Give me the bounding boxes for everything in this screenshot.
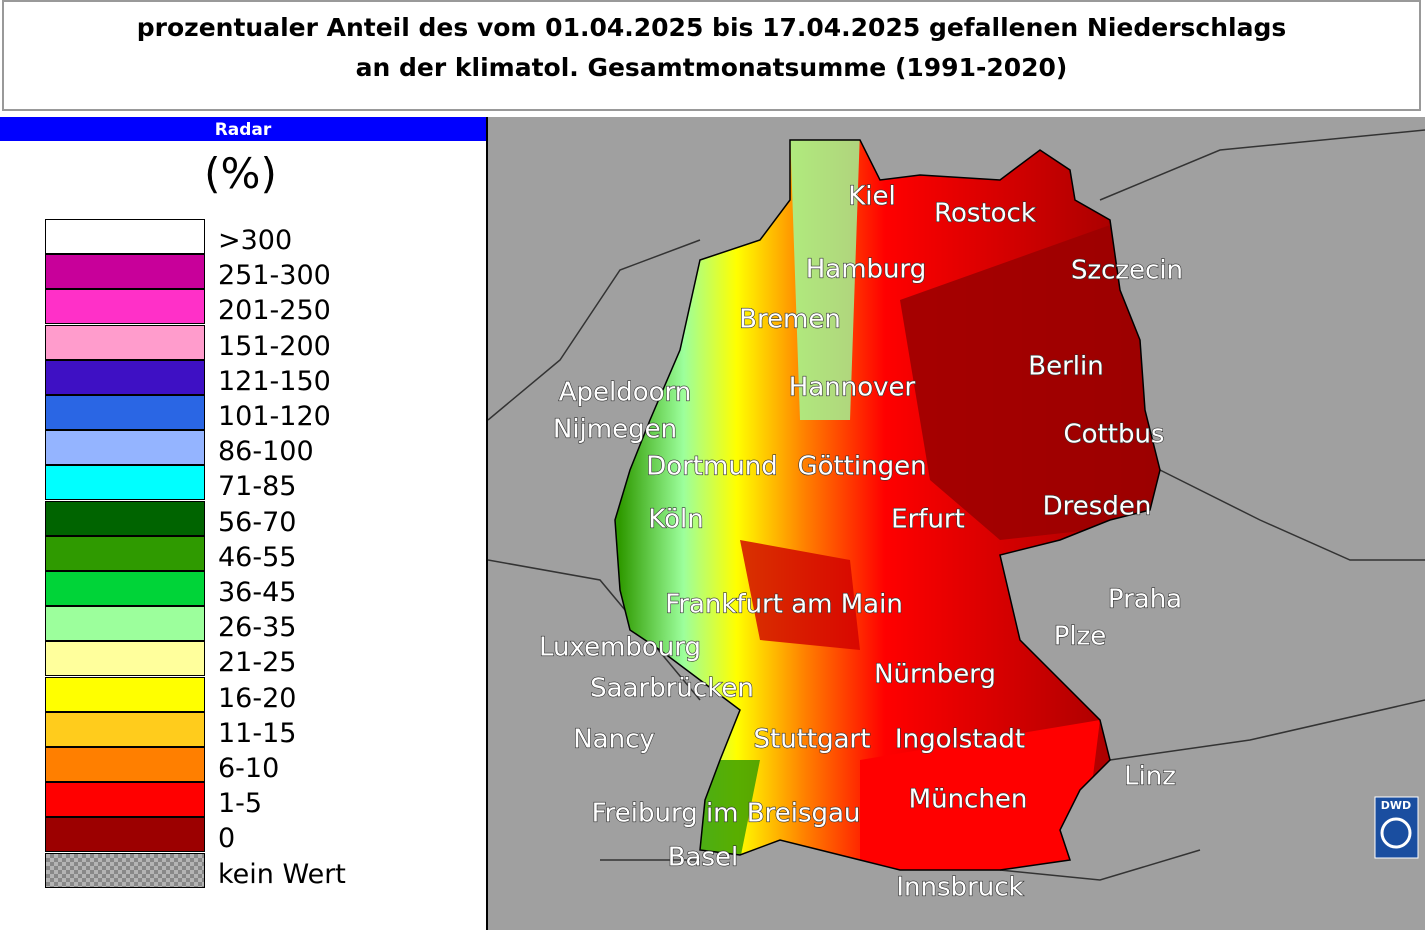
title-line: an der klimatol. Gesamtmonatsumme (1991-…: [355, 53, 1068, 82]
legend-label: 6-10: [218, 753, 280, 784]
legend-item: 86-100: [45, 430, 445, 468]
legend-label: 251-300: [218, 260, 331, 292]
city-label: Berlin: [1028, 352, 1103, 382]
city-label: Praha: [1108, 585, 1182, 615]
legend-item: 36-45: [45, 571, 445, 608]
legend-swatch: [45, 782, 205, 818]
legend-label: 71-85: [218, 471, 297, 503]
legend-label: 21-25: [218, 647, 297, 679]
city-label: Saarbrücken: [590, 674, 754, 704]
legend-label: 201-250: [218, 295, 331, 327]
legend-item: 11-15: [45, 711, 445, 749]
legend-item: 46-55: [45, 535, 445, 573]
city-label: Kiel: [848, 182, 896, 212]
city-label: Erfurt: [891, 505, 965, 535]
legend-label: 16-20: [218, 682, 297, 714]
legend-swatch: [45, 606, 205, 642]
legend-label: 46-55: [218, 541, 297, 573]
city-label: Rostock: [934, 199, 1036, 229]
border: [488, 129, 1425, 881]
legend-swatch: [45, 711, 205, 747]
city-label: Plze: [1054, 622, 1107, 652]
city-label: Szczecin: [1071, 256, 1183, 286]
legend-label: 151-200: [218, 330, 331, 362]
city-label: Stuttgart: [754, 725, 871, 755]
legend-swatch: [45, 500, 205, 536]
city-label: Linz: [1124, 762, 1176, 792]
legend-item: >300: [45, 219, 445, 256]
legend-item: 21-25: [45, 641, 445, 679]
legend: Radar (%) >300 251-300 201-250 151-200 121-1…: [0, 117, 488, 930]
legend-swatch: [45, 852, 205, 888]
city-label: Bremen: [739, 305, 841, 335]
legend-label: 101-120: [218, 401, 331, 432]
logo-text: DWD: [1381, 799, 1411, 812]
city-label: Apeldoorn: [559, 378, 692, 408]
legend-label: 56-70: [218, 506, 297, 538]
city-label: Nijmegen: [553, 415, 677, 445]
legend-swatch: [45, 817, 205, 853]
logo-icon: [1380, 817, 1412, 849]
legend-item: 151-200: [45, 324, 445, 362]
legend-item: 1-5: [45, 782, 445, 820]
legend-swatch: [45, 359, 205, 395]
city-label: München: [909, 785, 1028, 815]
legend-swatch: [45, 676, 205, 712]
city-label: Innsbruck: [896, 873, 1023, 903]
legend-source: Radar: [0, 117, 486, 141]
legend-unit: (%): [204, 149, 277, 198]
legend-swatch: [45, 254, 205, 290]
legend-item: 121-150: [45, 359, 445, 397]
city-label: Dresden: [1043, 492, 1152, 522]
city-label: Köln: [648, 505, 703, 535]
title-box: prozentualer Anteil des vom 01.04.2025 b…: [2, 0, 1421, 111]
legend-label: 36-45: [218, 577, 297, 608]
city-label: Cottbus: [1064, 420, 1165, 450]
legend-item: 6-10: [45, 747, 445, 784]
legend-item: kein Wert: [45, 852, 445, 890]
legend-label: 86-100: [218, 436, 314, 468]
legend-item: 0: [45, 817, 445, 855]
legend-label: 26-35: [218, 612, 297, 644]
legend-item: 201-250: [45, 289, 445, 327]
legend-label: 1-5: [218, 788, 263, 820]
legend-item: 101-120: [45, 395, 445, 432]
legend-swatch: [45, 289, 205, 325]
legend-swatch: [45, 324, 205, 360]
legend-swatch: [45, 430, 205, 466]
legend-label: 11-15: [218, 717, 297, 749]
legend-item: 16-20: [45, 676, 445, 714]
city-label: Nancy: [573, 725, 655, 755]
legend-swatch: [45, 641, 205, 677]
legend-swatch: [45, 747, 205, 782]
city-label: Hannover: [789, 373, 916, 403]
legend-label: 121-150: [218, 365, 331, 397]
legend-label: kein Wert: [218, 858, 346, 890]
legend-swatch: [45, 571, 205, 606]
legend-label: >300: [218, 225, 293, 256]
city-label: Göttingen: [797, 452, 926, 482]
city-label: Basel: [668, 843, 739, 873]
legend-swatch: [45, 395, 205, 430]
legend-swatch: [45, 535, 205, 571]
city-label: Freiburg im Breisgau: [592, 799, 861, 829]
city-label: Nürnberg: [874, 660, 996, 690]
city-label: Dortmund: [646, 452, 778, 482]
legend-item: 251-300: [45, 254, 445, 292]
city-label: Luxembourg: [539, 633, 701, 663]
title-line: prozentualer Anteil des vom 01.04.2025 b…: [136, 13, 1287, 42]
city-label: Hamburg: [806, 255, 927, 285]
city-label: Frankfurt am Main: [665, 590, 903, 620]
legend-item: 26-35: [45, 606, 445, 644]
legend-swatch: [45, 465, 205, 501]
legend-item: 56-70: [45, 500, 445, 538]
legend-item: 71-85: [45, 465, 445, 503]
city-label: Ingolstadt: [895, 725, 1025, 755]
legend-swatch: [45, 219, 205, 254]
legend-label: 0: [218, 823, 236, 855]
